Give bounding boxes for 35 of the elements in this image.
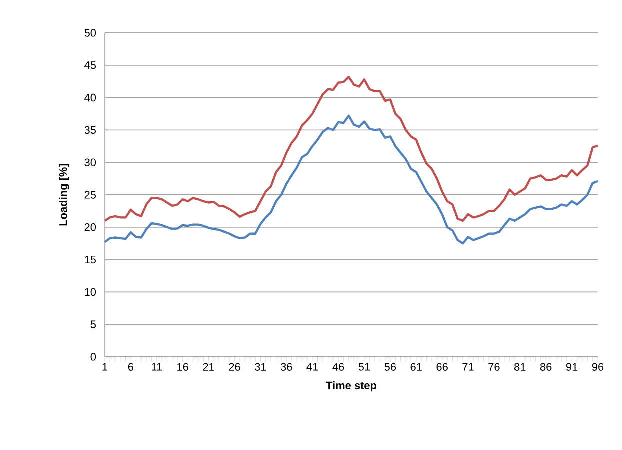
x-tick-label: 71	[462, 363, 474, 371]
x-tick-label: 6	[128, 363, 134, 371]
x-tick-label: 1	[102, 363, 108, 371]
y-axis-title: Loading [%]	[59, 164, 70, 226]
x-tick-label: 81	[514, 363, 526, 371]
line-series	[104, 76, 600, 222]
x-tick-label: 21	[203, 363, 214, 371]
x-tick-label: 46	[332, 363, 344, 371]
x-tick-label: 96	[592, 363, 604, 371]
x-tick-label: 31	[255, 363, 266, 371]
y-tick-label: 30	[84, 158, 96, 166]
x-tick-label: 51	[358, 363, 370, 371]
x-tick-label: 76	[488, 363, 500, 371]
y-tick-label: 20	[84, 224, 96, 232]
y-tick-label: 15	[85, 256, 96, 264]
line-series	[104, 114, 600, 245]
x-tick-label: 56	[384, 363, 396, 371]
x-axis-title: Time step	[326, 381, 377, 392]
y-tick-label: 40	[84, 94, 96, 102]
x-tick-label: 36	[280, 363, 292, 371]
y-tick-label: 50	[84, 29, 96, 37]
y-tick-label: 5	[90, 320, 96, 328]
y-tick-label: 35	[84, 126, 96, 134]
x-tick-label: 91	[566, 363, 578, 371]
x-tick-label: 61	[410, 363, 422, 371]
x-tick-label: 16	[178, 363, 188, 371]
x-tick-label: 41	[306, 363, 318, 371]
y-tick-label: 0	[90, 353, 96, 361]
y-tick-label: 25	[84, 191, 96, 199]
y-tick-label: 45	[84, 62, 96, 70]
x-tick-label: 86	[540, 363, 552, 371]
x-tick-label: 66	[436, 363, 448, 371]
y-tick-label: 10	[85, 288, 96, 296]
x-tick-label: 11	[152, 363, 162, 371]
x-tick-label: 26	[229, 363, 240, 371]
